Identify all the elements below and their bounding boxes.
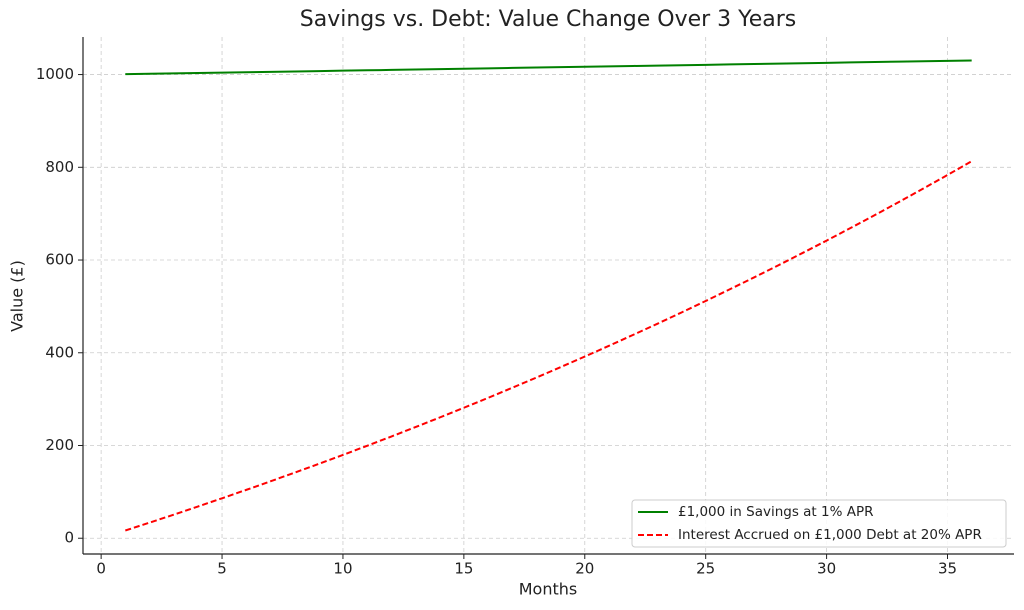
series-line — [125, 59, 972, 76]
x-tick-label: 35 — [938, 560, 957, 578]
x-axis-label: Months — [519, 580, 577, 599]
series-line — [125, 160, 973, 532]
x-tick-label: 30 — [817, 560, 836, 578]
chart-title: Savings vs. Debt: Value Change Over 3 Ye… — [300, 7, 796, 32]
y-tick-label: 400 — [45, 343, 74, 361]
y-tick-label: 1000 — [36, 65, 74, 83]
y-axis-label: Value (£) — [8, 260, 27, 332]
legend: £1,000 in Savings at 1% APR Interest Accr… — [631, 499, 1007, 548]
y-tick-label: 600 — [45, 251, 74, 269]
x-tick-label: 10 — [333, 560, 352, 578]
x-tick-label: 20 — [575, 560, 594, 578]
x-tick-label: 15 — [454, 560, 473, 578]
y-tick-label: 800 — [45, 158, 74, 176]
x-tick-label: 0 — [96, 560, 106, 578]
y-tick-label: 0 — [64, 529, 74, 547]
y-tick-label: 200 — [45, 436, 74, 454]
x-tick-label: 5 — [217, 560, 227, 578]
legend-label: £1,000 in Savings at 1% APR — [678, 504, 873, 520]
legend-box — [631, 499, 1007, 548]
legend-label: Interest Accrued on £1,000 Debt at 20% A… — [678, 527, 982, 543]
x-tick-label: 25 — [696, 560, 715, 578]
